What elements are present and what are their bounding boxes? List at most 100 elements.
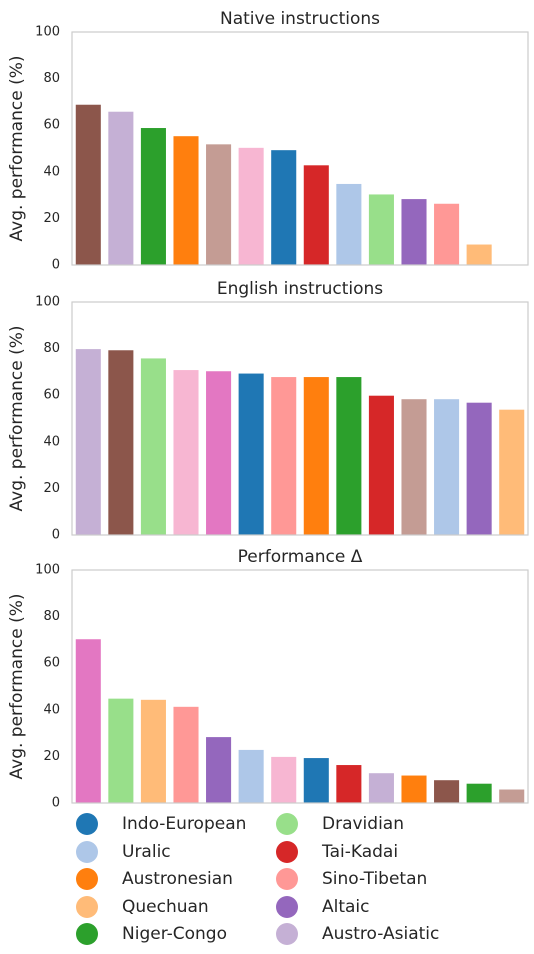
bar bbox=[172, 369, 200, 536]
bar bbox=[270, 755, 298, 804]
y-tick-label: 80 bbox=[43, 71, 60, 86]
legend-label: Tai-Kadai bbox=[322, 841, 399, 862]
legend-marker bbox=[76, 868, 98, 890]
bar bbox=[400, 198, 428, 266]
y-tick-label: 100 bbox=[35, 25, 60, 40]
bar bbox=[205, 370, 233, 536]
bar bbox=[367, 394, 395, 536]
bar bbox=[367, 772, 395, 804]
bar bbox=[172, 135, 200, 266]
bar bbox=[465, 243, 493, 266]
bar bbox=[433, 398, 461, 536]
bar bbox=[74, 348, 102, 536]
legend-marker bbox=[76, 895, 98, 918]
y-tick-label: 40 bbox=[43, 702, 60, 717]
bar bbox=[205, 736, 233, 804]
y-tick-label: 0 bbox=[52, 528, 60, 543]
plot-frame bbox=[71, 301, 529, 536]
bar bbox=[74, 638, 102, 804]
panel-title: Performance Δ bbox=[238, 547, 363, 567]
legend-marker bbox=[76, 840, 98, 863]
bar bbox=[139, 127, 167, 266]
legend-item: Quechuan bbox=[76, 895, 209, 919]
y-axis-label: Avg. performance (%) bbox=[7, 326, 27, 512]
legend-label: Niger-Congo bbox=[122, 924, 227, 944]
bar bbox=[107, 349, 135, 536]
legend-item: Austro-Asiatic bbox=[276, 922, 439, 946]
bar bbox=[400, 398, 428, 536]
y-tick-label: 60 bbox=[43, 388, 60, 403]
bar bbox=[270, 376, 298, 536]
legend-item: Sino-Tibetan bbox=[276, 867, 427, 891]
bar bbox=[205, 143, 233, 266]
bar bbox=[172, 705, 200, 804]
figure: Native instructions Avg. performance (%) 0… bbox=[7, 9, 529, 811]
bar bbox=[139, 357, 167, 536]
legend-label: Indo-European bbox=[122, 814, 247, 834]
y-tick-label: 80 bbox=[43, 609, 60, 624]
legend-marker bbox=[276, 813, 298, 835]
y-tick-label: 100 bbox=[35, 563, 60, 578]
bar bbox=[237, 372, 265, 536]
y-tick-label: 100 bbox=[35, 295, 60, 310]
bar bbox=[302, 164, 330, 266]
bar bbox=[433, 779, 461, 804]
legend-item: Indo-European bbox=[76, 812, 246, 836]
legend-item: Altaic bbox=[276, 895, 370, 919]
bar bbox=[139, 698, 167, 804]
legend-marker bbox=[76, 813, 98, 835]
bar bbox=[367, 193, 395, 266]
y-tick-label: 80 bbox=[43, 341, 60, 356]
y-axis-label: Avg. performance (%) bbox=[7, 56, 27, 242]
bar bbox=[74, 103, 102, 266]
y-tick-label: 0 bbox=[52, 258, 60, 273]
bar bbox=[270, 149, 298, 266]
y-tick-label: 60 bbox=[43, 118, 60, 133]
y-tick-label: 0 bbox=[52, 796, 60, 811]
panel-3: Performance Δ Avg. performance (%) 0 20 40 60… bbox=[7, 547, 529, 811]
bar bbox=[498, 408, 526, 536]
legend-item: Uralic bbox=[76, 840, 171, 864]
bar bbox=[237, 748, 265, 804]
legend-marker bbox=[276, 868, 298, 890]
legend-label: Sino-Tibetan bbox=[322, 869, 428, 889]
panel-title: English instructions bbox=[217, 279, 383, 299]
legend-item: Austronesian bbox=[76, 867, 233, 891]
legend-label: Austronesian bbox=[122, 869, 233, 889]
panel-title: Native instructions bbox=[220, 9, 380, 29]
legend-marker bbox=[276, 923, 298, 945]
legend-label: Altaic bbox=[322, 896, 370, 917]
bar bbox=[465, 782, 493, 804]
y-axis-label: Avg. performance (%) bbox=[7, 594, 27, 780]
legend-marker bbox=[276, 895, 298, 918]
bar bbox=[302, 376, 330, 536]
y-tick-label: 20 bbox=[43, 749, 60, 764]
bar bbox=[433, 202, 461, 266]
bar bbox=[237, 146, 265, 266]
bar bbox=[400, 774, 428, 804]
bar bbox=[335, 182, 363, 266]
y-tick-label: 40 bbox=[43, 434, 60, 449]
legend-marker bbox=[276, 840, 298, 863]
plot-frame bbox=[71, 31, 529, 266]
legend-item: Dravidian bbox=[276, 812, 404, 836]
legend-label: Dravidian bbox=[322, 814, 404, 834]
bar bbox=[107, 697, 135, 804]
legend-label: Quechuan bbox=[122, 896, 209, 917]
legend-label: Austro-Asiatic bbox=[322, 924, 440, 944]
panel-1: Native instructions Avg. performance (%) 0… bbox=[7, 9, 529, 273]
bar bbox=[335, 764, 363, 804]
bar bbox=[107, 110, 135, 266]
y-tick-label: 20 bbox=[43, 481, 60, 496]
legend-label: Uralic bbox=[122, 841, 171, 862]
legend-item: Tai-Kadai bbox=[276, 840, 398, 864]
bar bbox=[335, 376, 363, 536]
y-tick-label: 40 bbox=[43, 164, 60, 179]
y-tick-label: 60 bbox=[43, 656, 60, 671]
y-tick-label: 20 bbox=[43, 211, 60, 226]
plot-frame bbox=[71, 569, 529, 804]
legend: Indo-European Uralic Austronesian Quechuan N… bbox=[76, 812, 516, 946]
bar bbox=[498, 788, 526, 804]
legend-marker bbox=[76, 923, 98, 945]
bar bbox=[465, 401, 493, 536]
